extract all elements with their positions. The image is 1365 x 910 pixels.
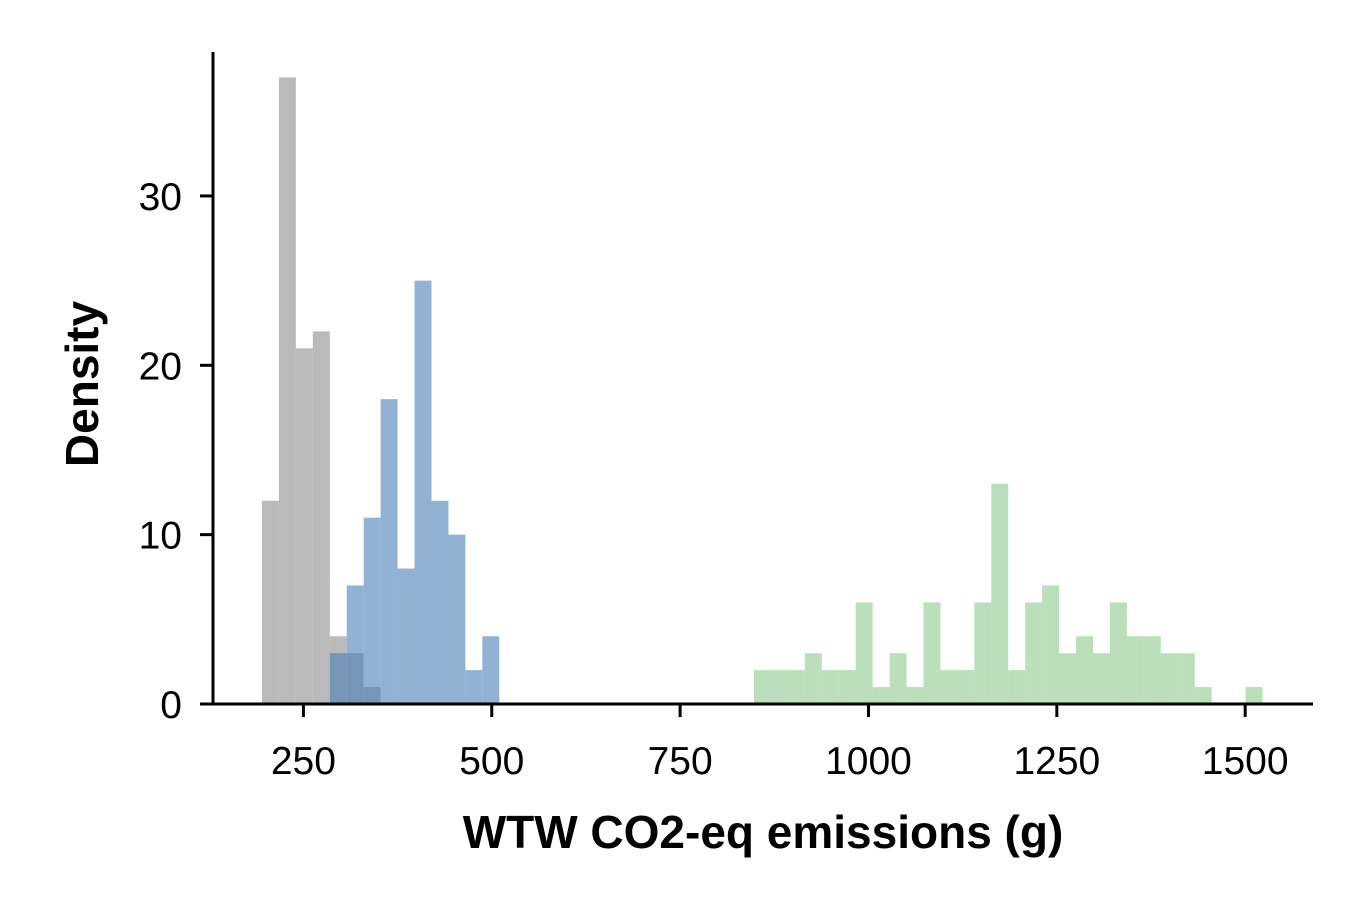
histogram-bar-series-1-bin-2: [278, 77, 296, 705]
histogram-bar-series-3-bin-19: [1059, 653, 1077, 704]
histogram-bars: [261, 77, 1263, 705]
histogram-bar-series-3-bin-10: [906, 687, 924, 704]
histogram-bar-series-2-bin-8: [448, 534, 466, 704]
histogram-bar-series-3-bin-26: [1177, 653, 1195, 704]
y-tick-label: 10: [139, 515, 182, 558]
histogram-bar-series-1-bin-1: [261, 500, 279, 704]
histogram-bar-series-3-bin-1: [753, 670, 771, 704]
histogram-bar-series-2-bin-10: [482, 636, 500, 704]
histogram-bar-series-2-bin-7: [431, 500, 449, 704]
x-tick-label: 250: [271, 740, 336, 783]
histogram-bar-series-3-bin-28: [1245, 687, 1263, 704]
x-tick-label: 750: [648, 740, 713, 783]
x-tick-label: 1500: [1202, 740, 1289, 783]
histogram-bar-series-2-bin-3: [363, 517, 381, 704]
histogram-bar-series-3-bin-9: [889, 653, 907, 704]
y-axis-ticks: 0 10 20 30: [139, 176, 213, 727]
histogram-bar-series-3-bin-22: [1109, 602, 1127, 704]
histogram-bar-series-3-bin-25: [1160, 653, 1178, 704]
x-tick-label: 500: [459, 740, 524, 783]
histogram-bar-series-3-bin-15: [991, 483, 1009, 704]
histogram-bar-series-3-bin-2: [770, 670, 788, 704]
y-tick-label: 0: [160, 684, 182, 727]
x-tick-label: 1000: [825, 740, 912, 783]
y-tick-label: 30: [139, 176, 182, 219]
histogram-bar-series-2-bin-9: [465, 670, 483, 704]
histogram-bar-series-3-bin-4: [804, 653, 822, 704]
histogram-bar-series-3-bin-23: [1126, 636, 1144, 704]
x-axis-title: WTW CO2-eq emissions (g): [463, 806, 1064, 858]
histogram-bar-series-3-bin-18: [1042, 585, 1060, 704]
histogram-bar-series-3-bin-24: [1143, 636, 1161, 704]
x-axis-ticks: 250 500 750 1000 1250 1500: [271, 704, 1289, 783]
histogram-bar-series-3-bin-16: [1008, 670, 1026, 704]
histogram-bar-series-1-bin-3: [295, 348, 313, 704]
histogram-bar-series-3-bin-27: [1194, 687, 1212, 704]
histogram-bar-series-2-bin-4: [380, 399, 398, 704]
histogram-bar-series-2-bin-6: [414, 280, 432, 704]
x-tick-label: 1250: [1013, 740, 1100, 783]
histogram-bar-series-3-bin-14: [974, 602, 992, 704]
y-tick-label: 20: [139, 345, 182, 388]
histogram-bar-series-3-bin-7: [855, 602, 873, 704]
histogram-bar-series-3-bin-20: [1076, 636, 1093, 704]
histogram-bar-series-2-bin-2: [346, 585, 364, 704]
histogram-bar-series-3-bin-21: [1093, 653, 1110, 704]
histogram-bar-series-3-bin-6: [838, 670, 856, 704]
histogram-bar-series-3-bin-12: [940, 670, 958, 704]
histogram-bar-series-2-bin-5: [397, 568, 415, 704]
histogram-bar-series-2-bin-1: [329, 653, 347, 704]
histogram-bar-series-3-bin-8: [872, 687, 890, 704]
histogram-bar-series-3-bin-3: [787, 670, 805, 704]
histogram-bar-series-1-bin-4: [312, 331, 330, 704]
histogram-bar-series-3-bin-17: [1025, 602, 1043, 704]
histogram-bar-series-3-bin-5: [821, 670, 839, 704]
histogram-bar-series-3-bin-13: [957, 670, 975, 704]
histogram-bar-series-3-bin-11: [923, 602, 941, 704]
y-axis-title: Density: [56, 301, 108, 468]
